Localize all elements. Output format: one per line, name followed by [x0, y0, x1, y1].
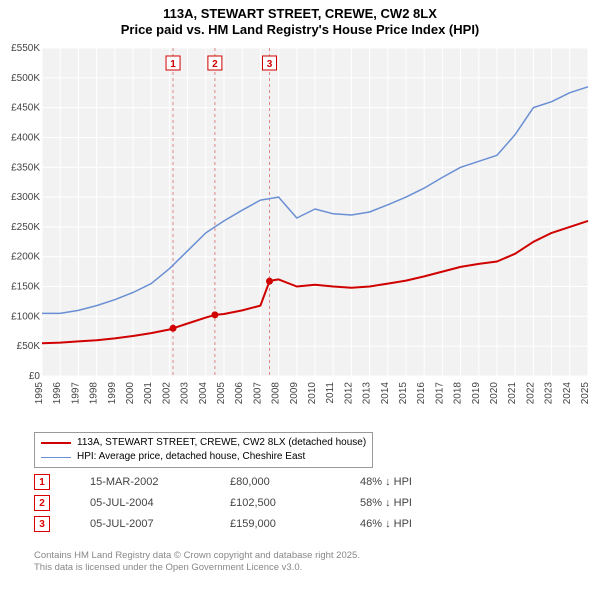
svg-text:£400K: £400K	[11, 132, 40, 143]
svg-text:2017: 2017	[434, 382, 445, 405]
svg-text:2: 2	[212, 59, 218, 70]
svg-text:£100K: £100K	[11, 311, 40, 322]
legend-label-1: HPI: Average price, detached house, Ches…	[77, 450, 305, 464]
svg-text:2009: 2009	[289, 382, 300, 405]
svg-text:2000: 2000	[125, 382, 136, 405]
root: 113A, STEWART STREET, CREWE, CW2 8LX Pri…	[0, 0, 600, 590]
svg-text:2015: 2015	[398, 382, 409, 405]
svg-text:2022: 2022	[525, 382, 536, 405]
sale-marker-row-2: 3 05-JUL-2007 £159,000 46% ↓ HPI	[34, 516, 450, 532]
svg-text:2010: 2010	[307, 382, 318, 405]
svg-text:£50K: £50K	[17, 341, 41, 352]
title-block: 113A, STEWART STREET, CREWE, CW2 8LX Pri…	[0, 0, 600, 39]
footer-line-1: Contains HM Land Registry data © Crown c…	[34, 550, 360, 562]
sale-marker-row-0: 1 15-MAR-2002 £80,000 48% ↓ HPI	[34, 474, 450, 490]
svg-text:£450K: £450K	[11, 103, 40, 114]
svg-text:2006: 2006	[234, 382, 245, 405]
svg-text:2013: 2013	[362, 382, 373, 405]
svg-text:2016: 2016	[416, 382, 427, 405]
svg-text:2018: 2018	[453, 382, 464, 405]
svg-text:2021: 2021	[507, 382, 518, 405]
sale-marker-pct-0: 48% ↓ HPI	[360, 476, 450, 488]
sale-marker-price-2: £159,000	[230, 518, 320, 530]
sale-marker-date-2: 05-JUL-2007	[90, 518, 190, 530]
svg-text:1998: 1998	[89, 382, 100, 405]
sale-markers: 1 15-MAR-2002 £80,000 48% ↓ HPI 2 05-JUL…	[34, 474, 450, 537]
svg-text:2019: 2019	[471, 382, 482, 405]
svg-text:£550K: £550K	[11, 44, 40, 54]
svg-text:2025: 2025	[580, 382, 591, 405]
sale-marker-price-1: £102,500	[230, 497, 320, 509]
title-line-1: 113A, STEWART STREET, CREWE, CW2 8LX	[0, 6, 600, 22]
svg-text:2012: 2012	[343, 382, 354, 405]
svg-text:£350K: £350K	[11, 162, 40, 173]
sale-marker-num-1: 2	[34, 495, 50, 511]
title-line-2: Price paid vs. HM Land Registry's House …	[0, 22, 600, 38]
svg-text:3: 3	[267, 59, 273, 70]
legend-label-0: 113A, STEWART STREET, CREWE, CW2 8LX (de…	[77, 436, 366, 450]
svg-text:2004: 2004	[198, 382, 209, 405]
svg-text:£200K: £200K	[11, 252, 40, 263]
sale-marker-date-1: 05-JUL-2004	[90, 497, 190, 509]
sale-marker-price-0: £80,000	[230, 476, 320, 488]
svg-text:1996: 1996	[52, 382, 63, 405]
svg-text:2007: 2007	[252, 382, 263, 405]
chart: £0 £50K £100K £150K £200K £250K £300K £350K £400…	[6, 44, 594, 422]
sale-marker-pct-2: 46% ↓ HPI	[360, 518, 450, 530]
sale-marker-date-0: 15-MAR-2002	[90, 476, 190, 488]
svg-text:£0: £0	[29, 371, 41, 382]
svg-text:£150K: £150K	[11, 282, 40, 293]
svg-text:£500K: £500K	[11, 73, 40, 84]
svg-text:2002: 2002	[161, 382, 172, 405]
legend-swatch-1	[41, 457, 71, 458]
svg-text:1999: 1999	[107, 382, 118, 405]
svg-text:1: 1	[170, 59, 176, 70]
chart-svg: £0 £50K £100K £150K £200K £250K £300K £350K £400…	[6, 44, 594, 422]
legend-swatch-0	[41, 442, 71, 444]
svg-text:2011: 2011	[325, 382, 336, 404]
sale-marker-num-2: 3	[34, 516, 50, 532]
svg-text:2005: 2005	[216, 382, 227, 405]
svg-text:2024: 2024	[562, 382, 573, 405]
legend-row-1: HPI: Average price, detached house, Ches…	[41, 450, 366, 464]
svg-text:2023: 2023	[544, 382, 555, 405]
legend: 113A, STEWART STREET, CREWE, CW2 8LX (de…	[34, 432, 373, 468]
legend-row-0: 113A, STEWART STREET, CREWE, CW2 8LX (de…	[41, 436, 366, 450]
svg-text:£300K: £300K	[11, 192, 40, 203]
svg-text:2020: 2020	[489, 382, 500, 405]
footer-line-2: This data is licensed under the Open Gov…	[34, 562, 360, 574]
sale-marker-row-1: 2 05-JUL-2004 £102,500 58% ↓ HPI	[34, 495, 450, 511]
svg-text:2008: 2008	[271, 382, 282, 405]
footer: Contains HM Land Registry data © Crown c…	[34, 550, 360, 575]
sale-marker-num-0: 1	[34, 474, 50, 490]
sale-marker-pct-1: 58% ↓ HPI	[360, 497, 450, 509]
svg-text:2001: 2001	[143, 382, 154, 405]
svg-text:£250K: £250K	[11, 222, 40, 233]
svg-text:2014: 2014	[380, 382, 391, 405]
svg-text:1995: 1995	[34, 382, 45, 405]
svg-text:2003: 2003	[180, 382, 191, 405]
svg-text:1997: 1997	[70, 382, 81, 405]
